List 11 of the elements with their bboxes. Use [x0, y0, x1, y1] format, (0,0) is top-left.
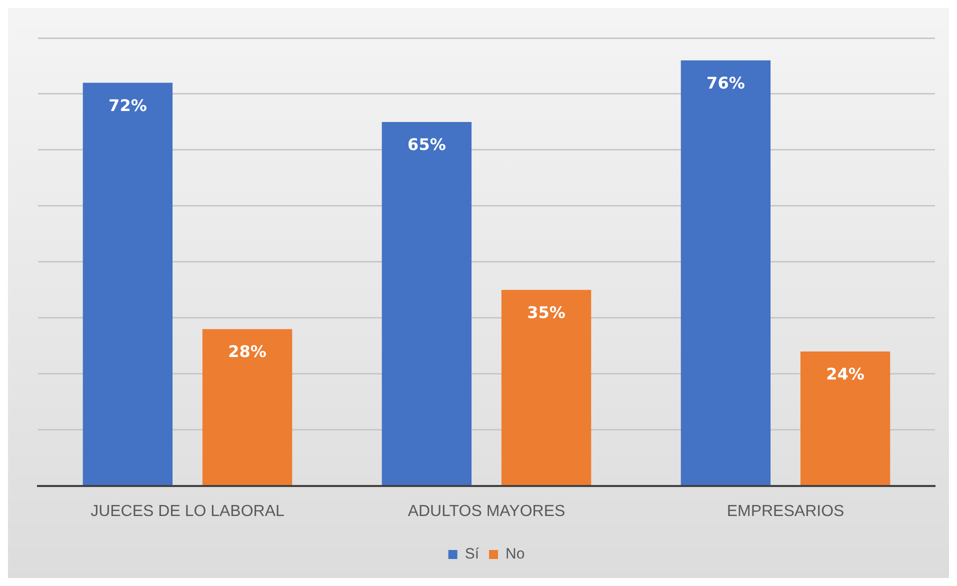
data-label: 72%: [108, 96, 147, 115]
data-label: 76%: [706, 74, 745, 93]
x-tick-label: ADULTOS MAYORES: [408, 502, 566, 520]
data-label: 35%: [527, 303, 566, 322]
x-tick-label: EMPRESARIOS: [726, 502, 844, 520]
data-label: 24%: [826, 364, 864, 384]
legend-label: No: [506, 546, 525, 563]
legend-label: Sí: [464, 546, 480, 563]
data-label: 65%: [408, 135, 446, 154]
x-tick-label: JUECES DE LO LABORAL: [90, 502, 285, 520]
data-label: 28%: [228, 342, 266, 362]
